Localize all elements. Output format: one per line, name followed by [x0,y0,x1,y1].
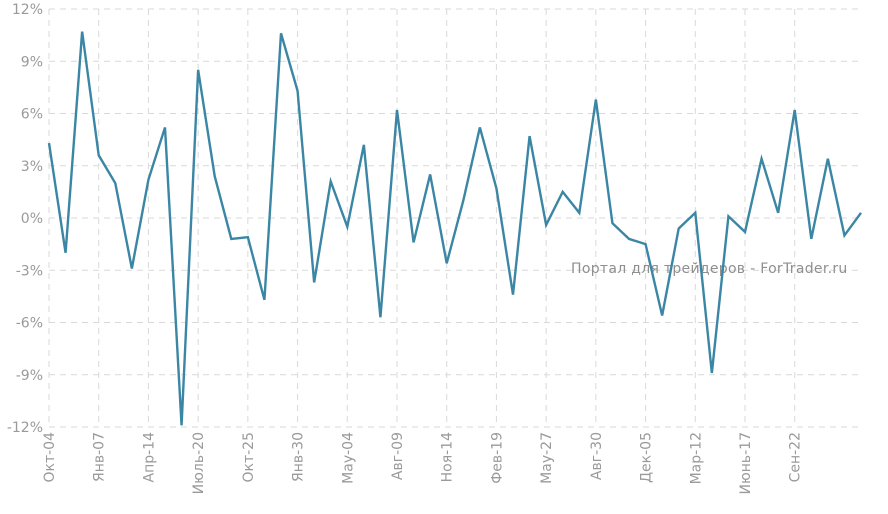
data-point [561,190,565,194]
series-line [47,31,862,426]
data-point [577,211,581,215]
data-point [345,225,349,229]
data-point [776,211,780,215]
watermark-text: Портал для трейдеров - ForTrader.ru [571,261,848,277]
x-tick-label: Ноя-14 [440,432,456,482]
x-tick-label: Окт-25 [241,432,257,483]
x-tick-label: Июль-20 [191,432,207,494]
data-point [710,371,714,375]
y-tick-label: -12% [7,420,43,436]
y-tick-label: 0% [21,211,43,227]
data-point [859,211,863,215]
data-point [627,237,631,241]
x-axis-ticks: Окт-04 Янв-07 Апр-14 Июль-20 Окт-25 Янв-30 Мау… [42,432,804,495]
data-point [180,423,184,427]
y-tick-label: 3% [21,159,43,175]
data-point [594,98,598,102]
data-point [329,179,333,183]
data-point [113,181,117,185]
data-point [246,235,250,239]
data-point [47,141,51,145]
y-tick-label: 9% [21,54,43,70]
data-point [279,31,283,35]
x-tick-label: Фев-19 [489,432,505,484]
data-point [64,251,68,255]
data-point [213,174,217,178]
data-point [312,280,316,284]
data-point [378,315,382,319]
data-point [842,233,846,237]
x-tick-label: Дек-05 [639,432,655,483]
x-tick-label: Сен-22 [788,432,804,482]
x-tick-label: Окт-04 [42,432,58,483]
y-tick-label: -6% [16,316,43,332]
data-point [660,314,664,318]
data-point [760,157,764,161]
data-point [196,68,200,72]
x-tick-label: Мау-04 [340,432,356,484]
data-point [445,261,449,265]
data-point [97,153,101,157]
data-point [677,226,681,230]
x-tick-label: Мар-12 [688,432,704,484]
y-tick-label: 6% [21,107,43,123]
data-point [793,108,797,112]
data-point [511,293,515,297]
data-point [478,125,482,129]
data-point [826,157,830,161]
x-tick-label: Янв-30 [291,432,307,482]
data-point [262,298,266,302]
y-tick-label: 12% [12,2,43,18]
x-tick-label: Апр-14 [141,432,157,483]
data-point [428,172,432,176]
x-tick-label: Мау-27 [539,432,555,484]
data-point [296,89,300,93]
data-point [412,240,416,244]
series-layer [47,30,863,427]
data-point [494,186,498,190]
data-point [130,267,134,271]
grid [48,8,861,428]
data-point [693,211,697,215]
x-tick-label: Авг-09 [390,432,406,480]
data-point [362,143,366,147]
data-point [743,230,747,234]
data-point [163,125,167,129]
data-point [809,237,813,241]
data-point [80,30,84,34]
x-tick-label: Янв-07 [92,432,108,482]
data-point [528,134,532,138]
data-point [610,221,614,225]
y-tick-label: -3% [16,263,43,279]
y-axis-ticks: 12% 9% 6% 3% 0% -3% -6% -9% -12% [7,2,43,436]
y-tick-label: -9% [16,368,43,384]
data-point [395,108,399,112]
data-point [726,214,730,218]
data-point [644,242,648,246]
data-point [146,178,150,182]
data-point [461,199,465,203]
data-point [229,237,233,241]
x-tick-label: Июнь-17 [738,432,754,495]
x-tick-label: Авг-30 [589,432,605,480]
data-point [544,223,548,227]
